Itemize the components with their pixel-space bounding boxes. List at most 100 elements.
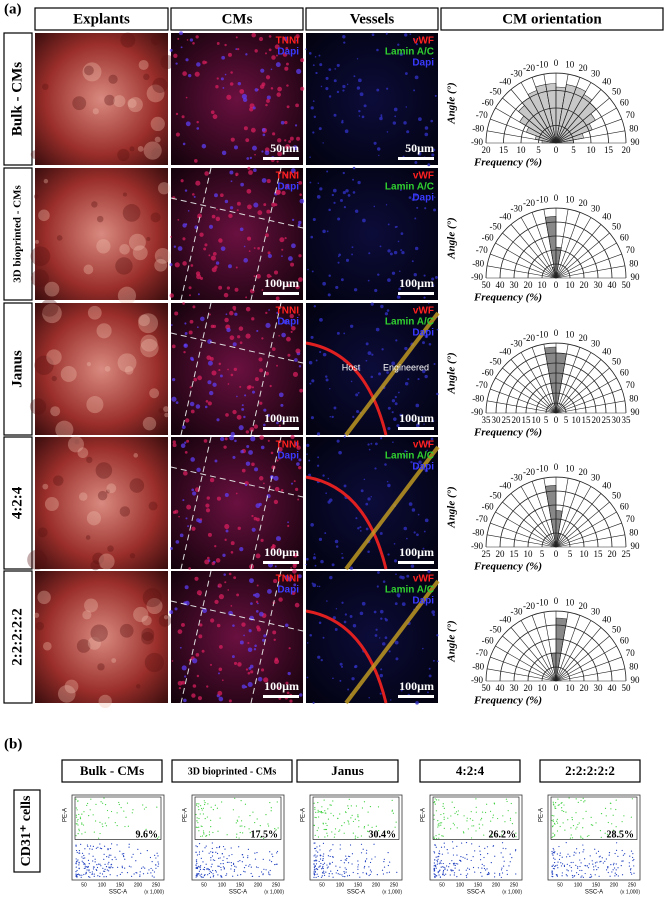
cell-texture xyxy=(284,139,287,142)
cell-texture xyxy=(308,473,311,477)
flow-event xyxy=(483,856,485,859)
cell-texture xyxy=(250,436,256,442)
cell-texture xyxy=(325,375,328,378)
cell-texture xyxy=(285,184,289,189)
flow-event xyxy=(441,853,444,855)
flow-event xyxy=(195,813,197,816)
flow-event xyxy=(339,848,341,850)
flow-event xyxy=(205,845,207,847)
photo-texture xyxy=(137,145,144,152)
cell-texture xyxy=(343,484,347,488)
vessel-note: Engineered xyxy=(383,362,429,372)
flow-event xyxy=(591,860,593,862)
gate xyxy=(550,796,638,840)
flow-event xyxy=(103,797,105,799)
flow-event xyxy=(437,826,439,828)
flow-event xyxy=(268,871,270,873)
flow-event xyxy=(77,873,79,875)
cell-texture xyxy=(180,179,184,183)
flow-event xyxy=(275,829,277,831)
flow-event xyxy=(496,817,499,820)
cell-texture xyxy=(205,399,209,403)
flow-event xyxy=(320,810,323,813)
flow-event xyxy=(478,827,481,829)
flow-event xyxy=(157,855,159,857)
photo-texture xyxy=(150,116,165,132)
frequency-tick-label: 0 xyxy=(554,145,559,155)
flow-event xyxy=(197,873,199,875)
flow-event xyxy=(506,869,508,872)
flow-event xyxy=(554,865,556,868)
cell-texture xyxy=(338,450,342,455)
cell-texture xyxy=(277,151,283,157)
flow-event xyxy=(263,868,265,870)
flow-event xyxy=(435,799,438,801)
cell-texture xyxy=(436,660,439,663)
cell-texture xyxy=(292,371,299,377)
cell-texture xyxy=(357,391,360,394)
cell-texture xyxy=(431,610,436,614)
flow-event xyxy=(581,869,583,872)
flow-event xyxy=(435,867,437,869)
flow-event xyxy=(116,812,118,814)
angle-grid xyxy=(555,620,592,682)
cell-texture xyxy=(406,130,410,134)
flow-event xyxy=(106,869,108,871)
cell-texture xyxy=(239,227,244,232)
cell-texture xyxy=(189,319,194,324)
flow-event xyxy=(216,846,218,849)
flow-event xyxy=(360,835,363,837)
flow-event xyxy=(83,873,85,876)
stain-label: Dapi xyxy=(277,317,299,328)
flow-event xyxy=(84,848,86,850)
flow-event xyxy=(198,817,200,820)
vessel-image xyxy=(306,303,438,435)
flow-event xyxy=(75,816,78,818)
cell-texture xyxy=(175,401,179,405)
angle-tick-label: -80 xyxy=(472,527,484,537)
cell-texture xyxy=(370,302,374,306)
stain-label: Lamin A/C xyxy=(385,585,434,596)
photo-texture xyxy=(77,447,89,459)
cell-texture xyxy=(217,690,223,696)
cell-texture xyxy=(431,284,435,287)
cell-texture xyxy=(230,604,233,607)
angle-tick-label: -60 xyxy=(482,636,494,646)
cell-texture xyxy=(272,630,277,635)
angle-grid xyxy=(543,344,557,414)
flow-event xyxy=(276,863,278,865)
frequency-tick-label: 0 xyxy=(554,415,559,425)
angle-tick-label: 0 xyxy=(554,328,559,338)
flow-event xyxy=(615,874,618,876)
flow-event xyxy=(454,812,456,814)
cell-texture xyxy=(252,106,256,110)
flow-event xyxy=(322,871,324,873)
flow-event xyxy=(479,850,481,852)
flow-event xyxy=(345,871,347,873)
flow-event xyxy=(103,845,106,847)
flow-event xyxy=(571,816,573,819)
flow-event xyxy=(211,847,213,850)
flow-event xyxy=(111,858,113,861)
flow-event xyxy=(555,874,558,876)
flow-event xyxy=(102,825,104,828)
flow-event xyxy=(560,862,562,864)
flow-event xyxy=(484,811,487,814)
cell-texture xyxy=(253,424,259,429)
angle-grid xyxy=(543,74,557,144)
flow-event xyxy=(348,823,350,825)
flow-event xyxy=(573,875,575,877)
flow-event xyxy=(84,863,86,865)
cell-texture xyxy=(371,353,374,356)
flow-event xyxy=(565,856,568,858)
frequency-tick-label: 10 xyxy=(587,145,597,155)
flow-event xyxy=(93,873,95,875)
x-tick-label: 50 xyxy=(81,882,87,888)
flow-event xyxy=(314,871,316,873)
flow-event xyxy=(451,801,453,803)
flow-event xyxy=(382,873,385,875)
cell-texture xyxy=(270,545,275,550)
cell-texture xyxy=(387,223,390,226)
angle-grid xyxy=(543,612,557,682)
flow-event xyxy=(128,843,130,845)
